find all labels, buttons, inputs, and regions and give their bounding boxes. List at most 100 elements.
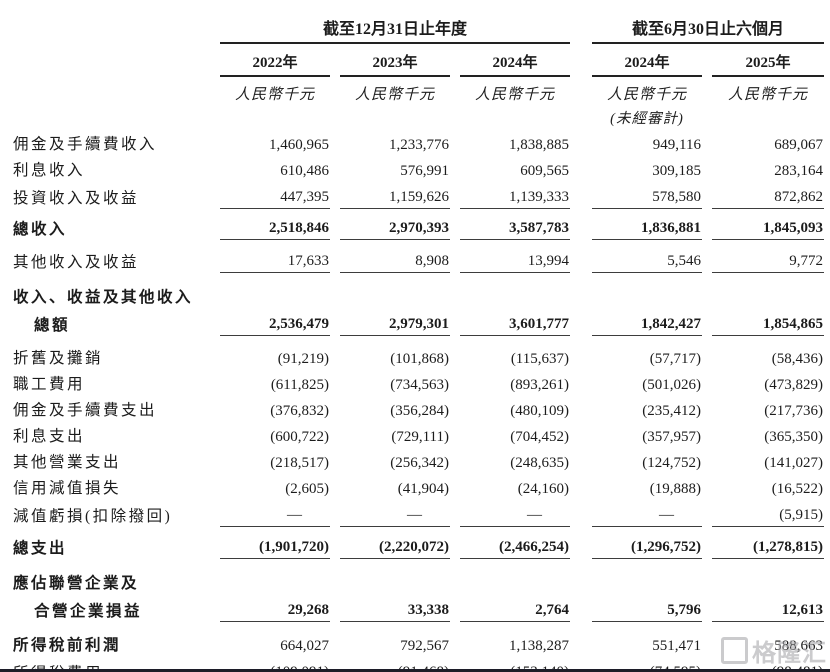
row-label: 其他收入及收益 (13, 253, 140, 271)
year-header-2023: 2023年 (340, 43, 450, 77)
period-group-row: 截至12月31日止年度 截至6月30日止六個月 (10, 12, 825, 44)
currency-unit: 人民幣千元 (474, 87, 555, 103)
row-label: 折舊及攤銷 (13, 350, 104, 367)
value-cell (712, 282, 824, 308)
table-row: 應佔聯營企業及 (10, 568, 824, 594)
value-cell: 1,138,287 (509, 638, 569, 654)
value-cell: 689,067 (774, 137, 824, 153)
value-cell: (115,637) (510, 351, 569, 367)
value-cell: 1,854,865 (712, 308, 825, 336)
value-cell: 578,580 (592, 181, 702, 209)
value-cell: (74,595) (592, 656, 702, 672)
value-cell: (729,111) (391, 429, 449, 445)
value-cell: (357,957) (642, 429, 701, 445)
value-cell: (473,829) (764, 377, 824, 393)
row-label: 利息收入 (13, 162, 86, 179)
value-cell: (248,635) (510, 455, 569, 471)
value-cell: (141,027) (764, 455, 824, 471)
table-row: 收入、收益及其他收入 (10, 282, 824, 308)
value-cell: (109,091) (220, 656, 330, 672)
row-label: 所得稅前利潤 (13, 637, 122, 654)
value-cell: 664,027 (280, 638, 329, 654)
table-row: 其他收入及收益 17,633 8,908 13,994 5,546 9,772 (10, 245, 825, 273)
table-row: 利息收入 610,486 576,991 609,565 309,185 283,164 (10, 155, 824, 181)
year-header-2022: 2022年 (220, 43, 330, 77)
value-cell: 447,395 (220, 181, 330, 209)
value-cell: 2,764 (460, 594, 570, 622)
table-row: 佣金及手續費支出 (376,832) (356,284) (480,109) (235,… (10, 395, 824, 421)
value-cell: (376,832) (270, 403, 329, 419)
value-cell: (5,915) (712, 499, 825, 527)
table-row: 所得稅前利潤 664,027 792,567 1,138,287 551,471 588,… (10, 630, 824, 656)
value-cell: 3,601,777 (460, 308, 570, 336)
period-group-annual: 截至12月31日止年度 (220, 12, 570, 44)
value-cell (340, 282, 450, 308)
value-cell: 5,546 (592, 245, 702, 273)
value-cell: 283,164 (774, 163, 824, 179)
value-cell: 610,486 (280, 163, 329, 179)
table-header: 截至12月31日止年度 截至6月30日止六個月 2022年 2023年 2024… (10, 12, 825, 129)
value-cell: (217,736) (764, 403, 824, 419)
value-cell: (24,160) (517, 481, 569, 497)
table-body: 佣金及手續費收入 1,460,965 1,233,776 1,838,885 949,1… (10, 129, 825, 672)
table-row: 總支出 (1,901,720) (2,220,072) (2,466,254) (1,2… (10, 531, 825, 559)
spacer-row (10, 336, 824, 344)
spacer-row (10, 559, 824, 569)
unaudited-note: (未經審計) (610, 111, 684, 127)
value-cell: 551,471 (652, 638, 701, 654)
year-header-row: 2022年 2023年 2024年 2024年 2025年 (10, 43, 825, 77)
value-cell: (365,350) (764, 429, 824, 445)
row-label: 其他營業支出 (13, 454, 122, 471)
value-cell: 2,970,393 (340, 212, 450, 240)
value-cell (712, 568, 824, 594)
value-cell: 17,633 (220, 245, 330, 273)
table-row: 佣金及手續費收入 1,460,965 1,233,776 1,838,885 949,1… (10, 129, 824, 155)
row-label: 信用減值損失 (13, 480, 122, 497)
value-cell: (41,904) (397, 481, 449, 497)
value-cell: 33,338 (340, 594, 450, 622)
table-row: 減值虧損(扣除撥回) — — — — (5,915) (10, 499, 825, 527)
row-label: 減值虧損(扣除撥回) (13, 507, 173, 525)
row-label: 職工費用 (13, 376, 86, 393)
value-cell: 1,838,885 (509, 137, 569, 153)
table-row: 其他營業支出 (218,517) (256,342) (248,635) (124,75… (10, 447, 824, 473)
period-group-interim: 截至6月30日止六個月 (592, 12, 825, 44)
table-row: 總收入 2,518,846 2,970,393 3,587,783 1,836,881 1… (10, 212, 825, 240)
value-cell: 2,518,846 (220, 212, 330, 240)
value-cell: 13,994 (460, 245, 570, 273)
income-statement-table: 截至12月31日止年度 截至6月30日止六個月 2022年 2023年 2024… (10, 12, 825, 672)
value-cell: (16,522) (771, 481, 824, 497)
value-cell: (1,901,720) (220, 531, 330, 559)
table-row: 信用減值損失 (2,605) (41,904) (24,160) (19,888) (16… (10, 473, 824, 499)
value-cell: (1,296,752) (592, 531, 702, 559)
value-cell (460, 282, 570, 308)
row-label: 利息支出 (13, 428, 86, 445)
value-cell: 2,536,479 (220, 308, 330, 336)
value-cell: (734,563) (390, 377, 449, 393)
value-cell: 576,991 (400, 163, 449, 179)
value-cell: (2,605) (285, 481, 329, 497)
value-cell: (256,342) (390, 455, 449, 471)
value-cell: (600,722) (270, 429, 329, 445)
value-cell: (218,517) (270, 455, 329, 471)
value-cell: — (592, 499, 702, 527)
row-label: 總支出 (13, 539, 68, 557)
value-cell: (235,412) (642, 403, 701, 419)
currency-unit: 人民幣千元 (234, 87, 315, 103)
row-label: 投資收入及收益 (13, 189, 140, 207)
value-cell: 1,845,093 (712, 212, 825, 240)
value-cell (592, 282, 702, 308)
value-cell: 1,836,881 (592, 212, 702, 240)
value-cell: (19,888) (649, 481, 701, 497)
value-cell: 1,233,776 (389, 137, 449, 153)
value-cell: 1,159,626 (340, 181, 450, 209)
currency-unit: 人民幣千元 (728, 87, 809, 103)
value-cell: (2,466,254) (460, 531, 570, 559)
value-cell: 949,116 (652, 137, 701, 153)
value-cell: (91,219) (277, 351, 329, 367)
value-cell: (98,481) (712, 656, 825, 672)
row-label: 應佔聯營企業及 (13, 575, 140, 592)
value-cell: (480,109) (510, 403, 569, 419)
value-cell: (91,468) (340, 656, 450, 672)
value-cell: 309,185 (652, 163, 701, 179)
